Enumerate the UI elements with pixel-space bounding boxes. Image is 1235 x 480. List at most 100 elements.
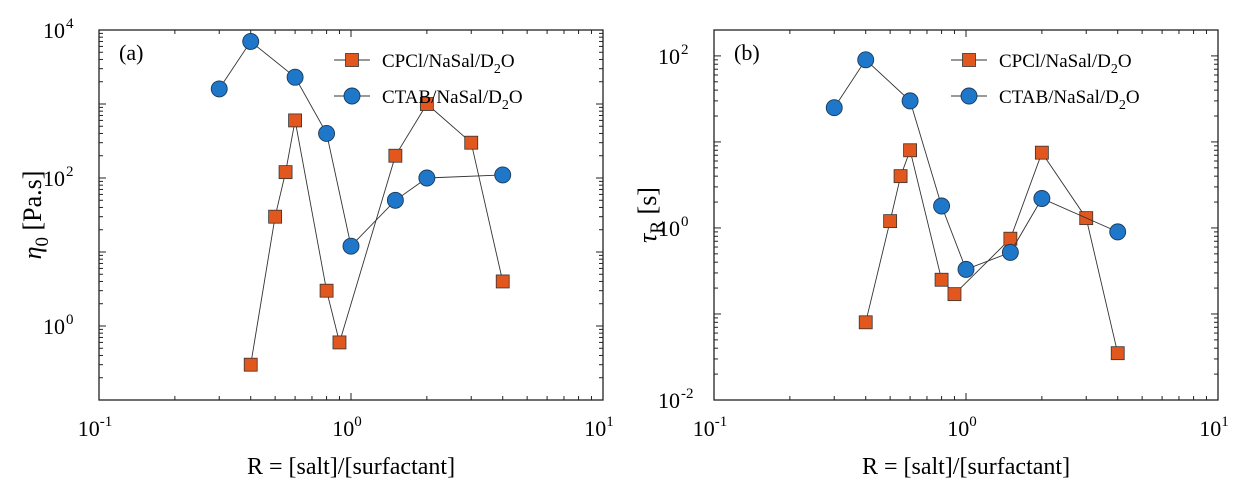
data-point-circle [901, 92, 919, 110]
y-label-subscript: 0 [32, 237, 53, 247]
tick-base: 10 [43, 166, 65, 191]
data-point-square [278, 165, 293, 180]
tick-exponent: 0 [969, 414, 977, 430]
y-tick-label: 10 [658, 388, 680, 413]
data-point-square [1003, 231, 1018, 246]
data-point-square [243, 357, 258, 372]
y-axis-label: η0 [Pa.s] [18, 171, 53, 260]
data-point-square [1110, 346, 1125, 361]
series-ctab [825, 51, 1127, 278]
data-point-square [419, 97, 434, 111]
data-point-circle [318, 124, 336, 142]
data-point-square [934, 272, 949, 287]
plot-area-frame [98, 29, 604, 401]
tick-base: 10 [1199, 416, 1221, 441]
legend-label: CTAB/NaSal/D2O [382, 87, 523, 113]
y-tick-exponent: 0 [66, 312, 74, 328]
tick-base: 10 [584, 416, 606, 441]
data-point-square [332, 335, 347, 350]
y-tick-exponent: 2 [681, 42, 689, 58]
data-point-circle [1109, 223, 1127, 241]
data-point-square [268, 209, 283, 224]
data-point-square [464, 135, 479, 150]
series-ctab [210, 33, 512, 255]
y-label-unit: [s] [633, 187, 662, 221]
data-point-square [858, 315, 873, 330]
data-point-circle [857, 51, 875, 69]
data-point-circle [242, 33, 260, 50]
legend-name: CTAB/NaSal/D [999, 87, 1119, 108]
tick-base: 10 [658, 388, 680, 413]
tick-exponent: -1 [715, 414, 728, 430]
data-point-circle [825, 99, 843, 117]
tick-base: 10 [78, 416, 100, 441]
legend-entry: CTAB/NaSal/D2O [334, 87, 523, 113]
plot-area-frame [713, 29, 1219, 401]
y-tick-label: 10 [658, 216, 680, 241]
tick-exponent: 1 [1221, 414, 1229, 430]
series-cpcl [243, 97, 510, 372]
legend-name: CTAB/NaSal/D [382, 87, 502, 108]
series-line [833, 59, 1118, 270]
tick-base: 10 [658, 216, 680, 241]
y-tick-label: 10 [43, 18, 65, 43]
y-label-subscript: R [647, 221, 668, 234]
y-tick-label: 10 [43, 166, 65, 191]
data-point-square [883, 214, 898, 229]
series-cpcl [858, 143, 1125, 361]
x-tick-label: 10-1 [78, 414, 113, 441]
legend-name-tail: O [509, 87, 523, 108]
data-point-circle [494, 166, 512, 184]
y-axis-label: τR [s] [633, 187, 668, 243]
x-axis-label: R = [salt]/[surfactant] [247, 454, 455, 480]
data-point-square [947, 287, 962, 302]
x-tick-label: 101 [1199, 414, 1229, 441]
data-point-circle [386, 191, 404, 209]
data-point-square [288, 113, 302, 128]
y-tick-exponent: 0 [681, 214, 689, 230]
legend-entry: CPCl/NaSal/D2O [334, 51, 515, 77]
tick-base: 10 [43, 18, 65, 43]
data-point-circle [1001, 243, 1019, 261]
tick-base: 10 [693, 416, 715, 441]
legend-name: CPCl/NaSal/D [999, 51, 1111, 72]
data-point-circle [957, 260, 975, 278]
data-point-square [495, 274, 510, 289]
legend-name: CPCl/NaSal/D [382, 51, 494, 72]
tick-base: 10 [332, 416, 354, 441]
legend-entry: CTAB/NaSal/D2O [951, 87, 1140, 113]
tick-base: 10 [658, 44, 680, 69]
x-tick-label: 100 [332, 414, 362, 441]
data-point-circle [286, 68, 304, 86]
series-line [250, 103, 504, 365]
y-label-unit: [Pa.s] [18, 171, 47, 237]
series-line [218, 40, 503, 248]
legend-subscript: 2 [502, 98, 509, 113]
legend-marker-circle [343, 87, 361, 105]
series-line [865, 148, 1119, 354]
y-tick-label: 10 [658, 44, 680, 69]
legend-marker-circle [960, 87, 978, 105]
legend-marker-square [962, 53, 976, 67]
data-point-square [903, 143, 917, 158]
panel-label: (a) [119, 40, 143, 65]
legend-name-tail: O [1118, 51, 1132, 72]
data-point-circle [210, 80, 228, 98]
x-tick-label: 100 [947, 414, 977, 441]
legend-name-tail: O [1126, 87, 1140, 108]
data-point-circle [418, 169, 436, 187]
legend-subscript: 2 [1111, 62, 1118, 77]
legend-label: CPCl/NaSal/D2O [999, 51, 1132, 77]
data-point-circle [342, 237, 360, 255]
legend-subscript: 2 [1119, 98, 1126, 113]
tick-exponent: -1 [100, 414, 113, 430]
data-point-square [319, 283, 334, 298]
legend-entry: CPCl/NaSal/D2O [951, 51, 1132, 77]
x-tick-label: 10-1 [693, 414, 728, 441]
legend-label: CTAB/NaSal/D2O [999, 87, 1140, 113]
legend-subscript: 2 [494, 62, 501, 77]
y-tick-exponent: 4 [66, 16, 74, 32]
